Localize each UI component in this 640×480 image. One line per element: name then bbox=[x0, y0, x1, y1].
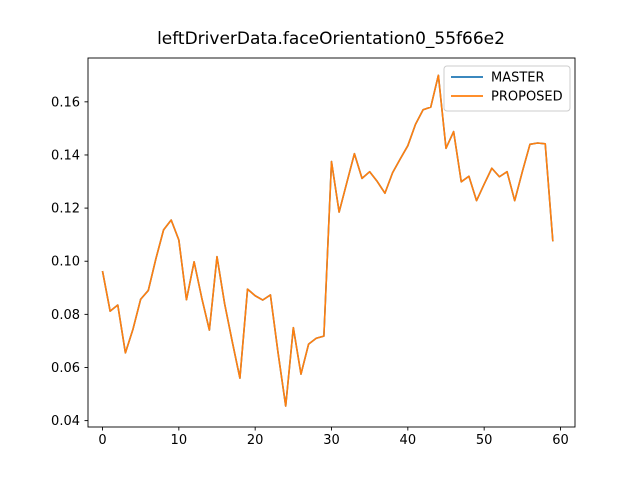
chart-title: leftDriverData.faceOrientation0_55f66e2 bbox=[157, 29, 505, 49]
legend: MASTER PROPOSED bbox=[443, 65, 571, 112]
axes-spines bbox=[87, 57, 576, 428]
y-tick-label: 0.06 bbox=[51, 361, 80, 376]
x-tick-label: 10 bbox=[171, 433, 188, 448]
x-tick-label: 20 bbox=[247, 433, 264, 448]
x-tick-label: 40 bbox=[400, 433, 417, 448]
y-tick-label: 0.12 bbox=[51, 202, 80, 217]
data-series-group bbox=[101, 74, 554, 407]
y-tick-label: 0.08 bbox=[51, 308, 80, 323]
x-tick-label: 60 bbox=[552, 433, 569, 448]
y-tick-label: 0.10 bbox=[51, 255, 80, 270]
y-tick-label: 0.14 bbox=[51, 148, 80, 163]
plot-area: 0 10 20 30 40 50 60 0.04 0.06 0.08 0.10 0.12 0.14 0.1… bbox=[51, 57, 576, 448]
y-tick-label: 0.16 bbox=[51, 95, 80, 110]
y-tick-label: 0.04 bbox=[51, 414, 80, 429]
legend-label: MASTER bbox=[491, 71, 545, 86]
x-tick-label: 0 bbox=[98, 433, 106, 448]
x-tick-label: 30 bbox=[323, 433, 340, 448]
series-line-proposed bbox=[101, 74, 554, 407]
legend-label: PROPOSED bbox=[491, 90, 563, 105]
x-tick-label: 50 bbox=[476, 433, 493, 448]
